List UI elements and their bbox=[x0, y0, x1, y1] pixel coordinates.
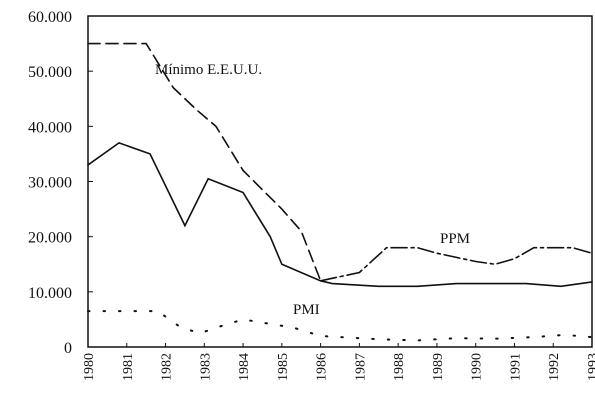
y-tick-label: 50.000 bbox=[28, 64, 72, 81]
line-series bbox=[87, 141, 593, 288]
y-tick-label: 20.000 bbox=[28, 230, 72, 247]
x-tick-label: 1991 bbox=[508, 353, 523, 381]
y-tick-label: 0 bbox=[64, 340, 72, 357]
x-tick-label: 1983 bbox=[198, 353, 213, 381]
x-tick-label: 1982 bbox=[160, 353, 175, 381]
series-label: Mínimo E.E.U.U. bbox=[155, 62, 262, 78]
line-series bbox=[87, 310, 593, 342]
x-tick-label: 1981 bbox=[121, 353, 136, 381]
x-tick-label: 1987 bbox=[353, 353, 368, 381]
x-tick-label: 1988 bbox=[392, 353, 407, 381]
x-tick-label: 1985 bbox=[276, 353, 291, 381]
series-label: PMI bbox=[293, 302, 320, 318]
line-series bbox=[87, 42, 322, 282]
line-series bbox=[319, 246, 593, 282]
x-tick-label: 1989 bbox=[431, 353, 446, 381]
y-tick-label: 60.000 bbox=[28, 9, 72, 26]
x-tick-label: 1980 bbox=[82, 353, 97, 381]
series-label: PPM bbox=[440, 231, 470, 247]
x-tick-label: 1984 bbox=[237, 353, 252, 381]
y-tick-label: 30.000 bbox=[28, 175, 72, 192]
x-tick-label: 1990 bbox=[470, 353, 485, 381]
x-tick-label: 1993 bbox=[586, 353, 595, 381]
y-tick-label: 40.000 bbox=[28, 119, 72, 136]
x-tick-label: 1992 bbox=[547, 353, 562, 381]
y-tick-label: 10.000 bbox=[28, 285, 72, 302]
x-tick-label: 1986 bbox=[315, 353, 330, 381]
